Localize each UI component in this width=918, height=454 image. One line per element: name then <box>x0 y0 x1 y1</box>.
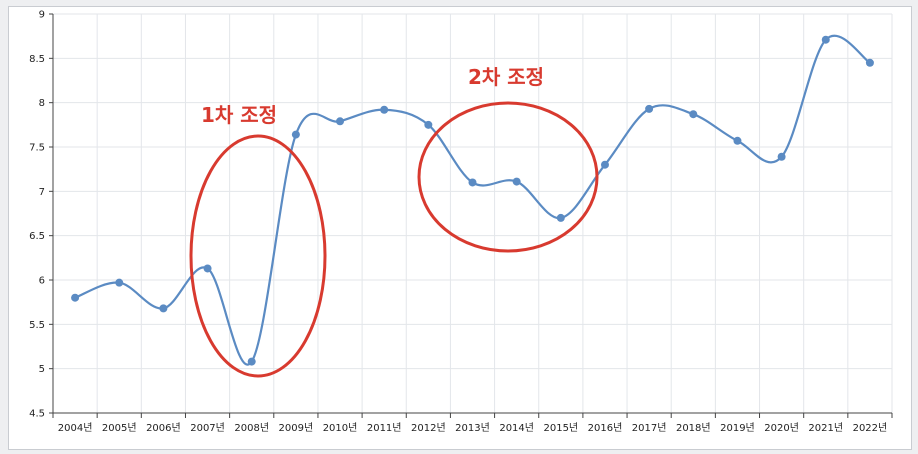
x-tick-label: 2015년 <box>543 422 578 434</box>
x-tick-label: 2007년 <box>190 422 225 434</box>
data-point <box>777 152 786 161</box>
data-point <box>468 178 477 187</box>
data-point <box>733 136 742 145</box>
annotation-ellipse-1 <box>189 134 327 378</box>
data-point <box>424 120 433 129</box>
x-tick-label: 2010년 <box>323 422 358 434</box>
chart-frame <box>8 6 912 450</box>
y-tick-label: 7 <box>39 187 45 198</box>
y-tick-label: 5.5 <box>29 320 45 331</box>
x-tick-label: 2014년 <box>499 422 534 434</box>
x-tick-label: 2011년 <box>367 422 402 434</box>
x-tick-label: 2019년 <box>720 422 755 434</box>
x-tick-label: 2020년 <box>764 422 799 434</box>
x-tick-label: 2004년 <box>58 422 93 434</box>
annotation-label-1: 1차 조정 <box>201 103 277 127</box>
x-tick-label: 2018년 <box>676 422 711 434</box>
data-point <box>689 110 698 119</box>
x-tick-label: 2008년 <box>234 422 269 434</box>
y-tick-label: 6.5 <box>29 231 45 242</box>
x-tick-label: 2013년 <box>455 422 490 434</box>
x-axis-ticks: 2004년 2005년 2006년 2007년 2008년 2009년 2010년 2011년… <box>52 413 893 434</box>
x-tick-label: 2009년 <box>279 422 314 434</box>
y-axis-ticks: 4.5 5 5.5 6 6.5 7 7.5 8 8.5 9 <box>29 10 53 420</box>
x-tick-label: 2021년 <box>808 422 843 434</box>
y-tick-label: 6 <box>39 276 45 287</box>
data-points <box>71 35 874 366</box>
data-point <box>600 160 609 169</box>
axes <box>52 14 892 414</box>
data-point <box>645 104 654 113</box>
annotation-label-2: 2차 조정 <box>468 65 544 89</box>
data-point <box>247 357 256 366</box>
data-point <box>512 177 521 186</box>
y-tick-label: 8.5 <box>29 54 45 65</box>
data-point <box>159 304 168 313</box>
data-point <box>203 264 212 273</box>
data-point <box>291 130 300 139</box>
data-point <box>380 105 389 114</box>
x-tick-label: 2012년 <box>411 422 446 434</box>
y-tick-label: 4.5 <box>29 409 45 420</box>
x-tick-label: 2022년 <box>853 422 888 434</box>
annotation-ellipse-2 <box>417 101 599 253</box>
data-point <box>556 213 565 222</box>
data-point <box>821 35 830 44</box>
data-point <box>865 58 874 67</box>
y-tick-label: 8 <box>39 98 45 109</box>
x-tick-label: 2005년 <box>102 422 137 434</box>
y-tick-label: 7.5 <box>29 143 45 154</box>
x-tick-label: 2016년 <box>588 422 623 434</box>
data-point <box>336 117 345 126</box>
y-tick-label: 9 <box>39 10 45 21</box>
data-point <box>115 278 124 287</box>
x-tick-label: 2006년 <box>146 422 181 434</box>
x-tick-label: 2017년 <box>632 422 667 434</box>
y-tick-label: 5 <box>39 364 45 375</box>
data-point <box>71 293 80 302</box>
